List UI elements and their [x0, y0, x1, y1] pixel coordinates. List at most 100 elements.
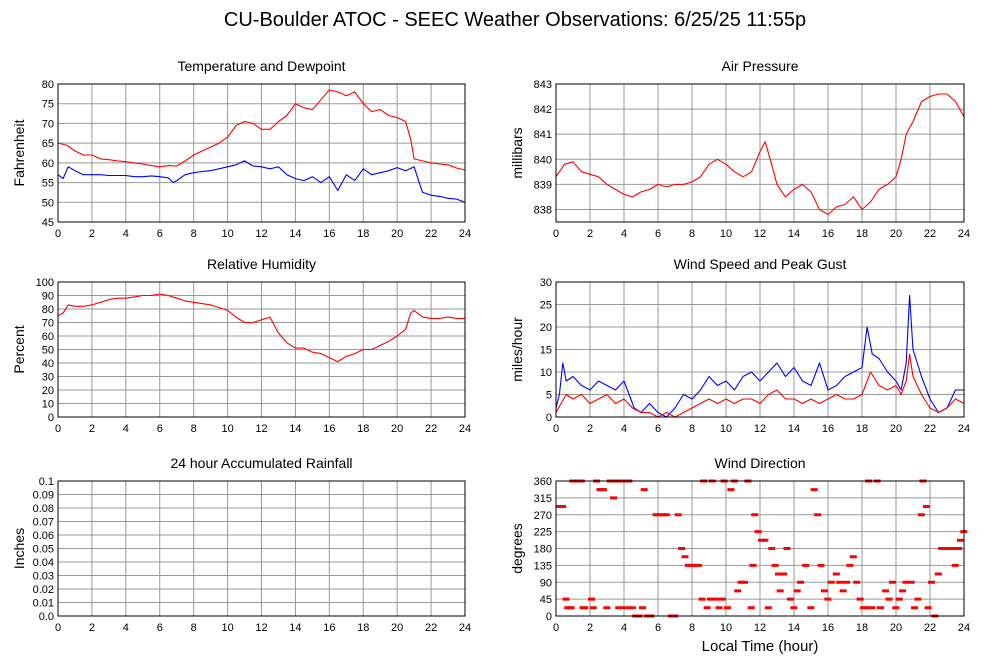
wind-xtick-label: 18 [856, 423, 868, 435]
direction-point [824, 597, 832, 601]
rain-ylabel: Inches [11, 528, 27, 569]
direction-xtick-label: 2 [587, 622, 593, 634]
rain-xtick-label: 20 [391, 622, 403, 634]
humidity-xtick-label: 24 [459, 423, 471, 435]
humidity-xtick-label: 2 [89, 423, 95, 435]
temp-xtick-label: 24 [459, 228, 471, 240]
pressure-ytick-label: 839 [534, 179, 552, 191]
direction-point [603, 606, 611, 610]
direction-xtick-label: 6 [655, 622, 661, 634]
pressure-ytick-label: 840 [534, 154, 552, 166]
wind-series-line-1 [555, 353, 965, 418]
direction-point [712, 597, 720, 601]
direction-point [836, 580, 844, 584]
direction-point [888, 580, 896, 584]
humidity-ylabel: Percent [11, 325, 27, 373]
direction-point [814, 513, 822, 517]
rain-ytick-label: 0.1 [39, 476, 54, 488]
temp-xtick-label: 6 [157, 228, 163, 240]
direction-point [807, 606, 815, 610]
humidity-ytick-label: 0 [48, 412, 54, 424]
pressure-xtick-label: 10 [720, 228, 732, 240]
wind-title: Wind Speed and Peak Gust [674, 256, 847, 272]
x-axis-label: Local Time (hour) [702, 638, 819, 655]
temp-ytick-label: 75 [42, 99, 54, 111]
direction-point [639, 606, 646, 610]
pressure-xtick-label: 22 [924, 228, 936, 240]
direction-point [695, 563, 703, 567]
humidity-ytick-label: 60 [42, 331, 54, 343]
direction-point [562, 597, 570, 601]
temp-title: Temperature and Dewpoint [177, 58, 345, 74]
direction-point [581, 606, 589, 610]
pressure-xtick-label: 18 [856, 228, 868, 240]
rain-ytick-label: 0.08 [33, 503, 54, 515]
direction-point [610, 496, 618, 500]
direction-point [849, 555, 857, 559]
pressure-series-line-0 [555, 93, 965, 216]
humidity-frame [57, 281, 466, 418]
rain-xtick-label: 22 [425, 622, 437, 634]
direction-point [810, 488, 818, 492]
wind-ytick-label: 25 [540, 300, 552, 312]
direction-point [924, 606, 932, 610]
humidity-title: Relative Humidity [207, 256, 316, 272]
direction-point [907, 580, 915, 584]
direction-xtick-label: 18 [856, 622, 868, 634]
wind-xtick-label: 22 [924, 423, 936, 435]
rain-ytick-label: 0.04 [33, 557, 54, 569]
direction-point [754, 530, 762, 534]
direction-point [882, 589, 890, 593]
pressure-xtick-label: 12 [754, 228, 766, 240]
humidity-ytick-label: 10 [42, 399, 54, 411]
humidity-xtick-label: 4 [123, 423, 129, 435]
pressure-xtick-label: 8 [689, 228, 695, 240]
direction-point [678, 547, 686, 550]
rain-ytick-label: 0.05 [33, 544, 54, 556]
humidity-ytick-label: 20 [42, 385, 54, 397]
temp-xtick-label: 18 [357, 228, 369, 240]
direction-point [718, 597, 726, 601]
rain-xtick-label: 6 [157, 622, 163, 634]
direction-point [662, 513, 670, 517]
direction-point [951, 563, 959, 567]
direction-point [899, 589, 907, 593]
pressure-xtick-label: 4 [621, 228, 627, 240]
humidity-ytick-label: 30 [42, 372, 54, 384]
direction-point [768, 547, 776, 550]
humidity-xtick-label: 8 [191, 423, 197, 435]
direction-point [885, 597, 893, 601]
wind-xtick-label: 24 [958, 423, 970, 435]
direction-point [567, 606, 575, 610]
direction-point [698, 597, 706, 601]
direction-ytick-label: 90 [540, 577, 552, 589]
pressure-xtick-label: 0 [553, 228, 559, 240]
humidity-ytick-label: 90 [42, 291, 54, 303]
direction-xtick-label: 4 [621, 622, 627, 634]
direction-point [856, 597, 864, 601]
humidity-xtick-label: 18 [357, 423, 369, 435]
direction-point [914, 597, 922, 601]
direction-point [793, 589, 801, 593]
direction-point [868, 606, 876, 610]
direction-point [955, 547, 963, 550]
temp-xtick-label: 14 [289, 228, 301, 240]
direction-point [892, 606, 900, 610]
pressure-ytick-label: 843 [534, 79, 552, 91]
rain-ytick-label: 0.02 [33, 584, 54, 596]
temp-ytick-label: 55 [42, 178, 54, 190]
direction-xtick-label: 8 [689, 622, 695, 634]
temp-xtick-label: 20 [391, 228, 403, 240]
wind-ylabel: miles/hour [509, 317, 525, 382]
direction-point [797, 580, 805, 584]
direction-point [846, 563, 854, 567]
rain-xtick-label: 4 [123, 622, 129, 634]
direction-point [934, 572, 942, 576]
direction-point [674, 513, 682, 517]
temp-series-line-0 [57, 89, 466, 171]
wind-xtick-label: 14 [788, 423, 800, 435]
direction-point [749, 563, 757, 567]
